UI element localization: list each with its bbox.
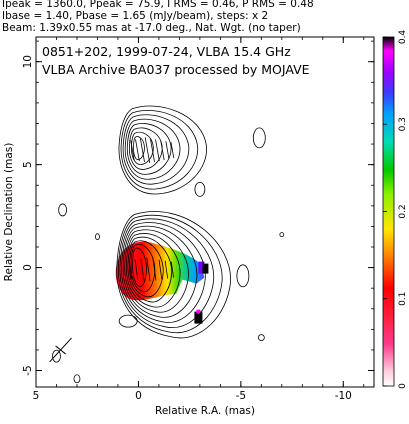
evpa-stick [158, 259, 163, 280]
evpa-stick [155, 139, 160, 162]
y-axis-label: Relative Declination (mas) [3, 143, 15, 282]
evpa-stick [128, 260, 133, 279]
colorbar-tick-label: 0.3 [398, 117, 408, 131]
core-contour [124, 229, 189, 313]
core-contour [121, 222, 206, 323]
noise-contour [52, 349, 61, 363]
jet-knot-contour [133, 136, 145, 160]
axis-ticks: 5 0 -5 -10 -5 0 5 10 [22, 37, 374, 402]
black-pixel-block-lower [194, 311, 203, 324]
y-tick-label: 10 [22, 55, 34, 68]
noise-contour [73, 374, 81, 384]
evpa-stick [130, 140, 135, 161]
noise-contours [52, 127, 285, 384]
evpa-stick [149, 138, 155, 163]
pink-pixel-block [196, 309, 201, 314]
noise-contour [194, 181, 206, 197]
evpa-stick [146, 257, 151, 282]
x-tick-label: 5 [33, 390, 40, 402]
chart-title-line-1: 0851+202, 1999-07-24, VLBA 15.4 GHz [42, 44, 291, 59]
noise-contour [236, 264, 250, 288]
core-contour [118, 214, 223, 334]
core-contour [127, 236, 173, 303]
evpa-stick [164, 260, 169, 279]
core-contour [119, 218, 215, 329]
beam-minor-axis [55, 345, 66, 355]
y-tick-label: 0 [22, 264, 34, 271]
noise-contour [118, 314, 138, 328]
evpa-stick [170, 142, 175, 159]
core-contour [125, 233, 181, 308]
colorbar-tick-label: 0 [398, 383, 408, 389]
core-contour [130, 243, 156, 293]
polarization-color-map [115, 241, 209, 324]
evpa-stick [170, 261, 174, 278]
evpa-stick [134, 259, 139, 280]
core-contour [129, 240, 164, 298]
jet-knot-contour [131, 131, 154, 165]
y-tick-label: -5 [22, 365, 34, 375]
x-axis-label: Relative R.A. (mas) [155, 405, 255, 417]
noise-contour [257, 334, 265, 341]
magenta-pixel-block [198, 261, 205, 274]
evpa-stick [160, 140, 165, 161]
evpa-stick [144, 137, 151, 164]
x-tick-label: -5 [236, 390, 246, 402]
x-tick-label: 0 [135, 390, 142, 402]
noise-contour [58, 203, 68, 217]
black-pixel-block-upper [202, 263, 209, 274]
core-contour [132, 247, 147, 288]
header-line-2: Ibase = 1.40, Pbase = 1.65 (mJy/beam), s… [2, 10, 269, 22]
colorbar-tick-label: 0.2 [398, 204, 408, 218]
noise-contour [279, 232, 285, 238]
beam-ellipse [49, 337, 72, 363]
jet-knot-contour [124, 118, 181, 180]
evpa-stick [139, 138, 145, 163]
y-tick-label: 5 [22, 161, 34, 168]
colorbar-tick-label: 0.4 [398, 30, 408, 45]
jet-knot-contour [128, 127, 163, 170]
colorbar-ticks: 0 0.1 0.2 0.3 0.4 [383, 30, 408, 389]
plot-frame [35, 36, 375, 388]
header-line-3: Beam: 1.39x0.55 mas at -17.0 deg., Nat. … [2, 22, 301, 34]
evpa-stick [165, 141, 170, 160]
intensity-contours [116, 105, 231, 339]
noise-contour [95, 233, 100, 241]
jet-knot-contour [118, 105, 207, 195]
polarization-vectors [128, 137, 175, 282]
evpa-stick [140, 258, 145, 281]
plot-area [49, 105, 285, 384]
core-contour [122, 225, 198, 318]
core-contour [116, 211, 231, 339]
colorbar-tick-label: 0.1 [398, 292, 408, 306]
evpa-stick [135, 139, 140, 162]
evpa-stick [152, 258, 157, 281]
header-line-1: Ipeak = 1360.0, Ppeak = 75.9, I RMS = 0.… [2, 0, 314, 10]
x-tick-label: -10 [335, 390, 352, 402]
noise-contour [252, 127, 266, 149]
jet-knot-contour [126, 123, 172, 175]
jet-knot-contour [122, 114, 190, 185]
jet-knot-contour [120, 109, 198, 190]
chart-title-line-2: VLBA Archive BA037 processed by MOJAVE [42, 62, 310, 77]
